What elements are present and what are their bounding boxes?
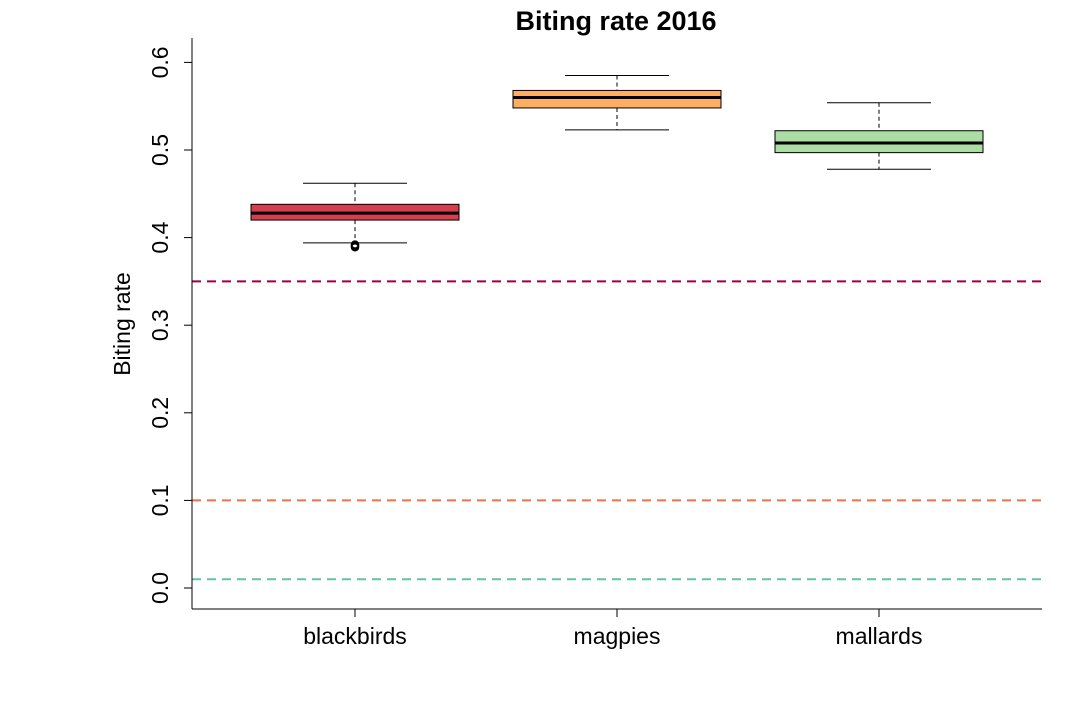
outlier-point: [350, 240, 360, 249]
y-tick-label: 0.6: [147, 46, 173, 78]
chart-title: Biting rate 2016: [515, 6, 716, 36]
boxes: [250, 75, 984, 252]
reference-lines: [192, 280, 1042, 581]
y-tick-label: 0.2: [147, 397, 173, 429]
y-tick-label: 0.5: [147, 134, 173, 166]
box-rect: [512, 89, 722, 109]
x-tick-label: magpies: [574, 623, 661, 649]
box-group-blackbirds: [250, 182, 460, 252]
box-group-magpies: [512, 75, 722, 131]
y-tick-label: 0.4: [147, 221, 173, 253]
x-tick-label: mallards: [836, 623, 923, 649]
y-tick-label: 0.1: [147, 484, 173, 516]
y-tick-label: 0.0: [147, 572, 173, 604]
box-group-mallards: [774, 102, 984, 170]
y-axis-label: Biting rate: [109, 272, 135, 376]
axes: 0.0 0.1 0.2 0.3 0.4 0.5 0.6 blackbirds magpies ma…: [147, 38, 1042, 649]
x-tick-label: blackbirds: [303, 623, 407, 649]
y-tick-label: 0.3: [147, 309, 173, 341]
